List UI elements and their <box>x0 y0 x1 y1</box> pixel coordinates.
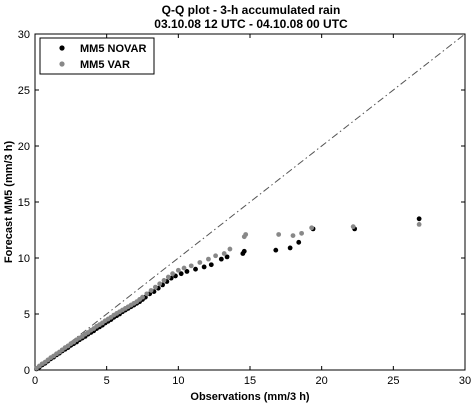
x-axis-label: Observations (mm/3 h) <box>190 391 310 403</box>
var-point <box>221 251 227 256</box>
legend-marker-var <box>59 61 65 67</box>
var-point <box>206 256 211 262</box>
novar-point <box>416 216 422 222</box>
y-axis-label: Forecast MM5 (mm/3 h) <box>3 141 15 264</box>
y-tick-label: 0 <box>24 365 30 377</box>
series-var-points <box>34 222 422 371</box>
legend: MM5 NOVAR MM5 VAR <box>39 37 155 75</box>
x-tick-label: 30 <box>459 375 471 387</box>
x-tick-label: 0 <box>32 375 38 387</box>
y-tick-label: 20 <box>18 141 30 153</box>
legend-label-var: MM5 VAR <box>80 59 130 71</box>
var-point <box>309 225 315 231</box>
legend-marker-novar <box>59 45 65 51</box>
var-point <box>148 288 154 293</box>
novar-point <box>287 245 293 251</box>
x-tick-label: 10 <box>172 375 184 387</box>
var-point <box>175 267 181 273</box>
var-point <box>213 253 219 259</box>
chart-title: Q-Q plot - 3-h accumulated rain <box>162 3 341 17</box>
x-tick-label: 20 <box>316 375 328 387</box>
x-tick-label: 5 <box>104 375 110 387</box>
novar-point <box>178 271 184 277</box>
x-axis-ticks: 0 5 10 15 20 25 30 <box>32 34 471 387</box>
var-point <box>227 246 233 252</box>
var-point <box>170 271 176 277</box>
y-tick-label: 30 <box>18 29 30 41</box>
reference-line <box>34 33 466 371</box>
var-point <box>197 260 203 265</box>
y-tick-label: 15 <box>18 197 30 209</box>
var-point <box>299 230 304 236</box>
novar-point <box>201 264 207 270</box>
x-tick-label: 15 <box>244 375 256 387</box>
var-point <box>243 232 249 237</box>
var-point <box>290 233 296 239</box>
novar-point <box>224 254 230 260</box>
var-point <box>276 232 282 237</box>
y-tick-label: 5 <box>24 309 30 321</box>
var-point <box>165 274 171 280</box>
reference-line-group <box>34 33 466 371</box>
var-point <box>157 281 163 287</box>
novar-point <box>184 269 190 274</box>
novar-point <box>193 266 198 272</box>
novar-point <box>208 262 214 268</box>
y-tick-label: 25 <box>18 85 30 97</box>
novar-point <box>218 256 224 262</box>
var-point <box>153 284 158 290</box>
y-axis-ticks: 0 5 10 15 20 25 30 <box>18 29 465 377</box>
var-point <box>416 222 422 227</box>
y-tick-label: 10 <box>18 253 30 265</box>
novar-point <box>273 247 279 253</box>
legend-label-novar: MM5 NOVAR <box>80 43 146 55</box>
novar-point <box>241 248 247 254</box>
var-point <box>188 263 194 269</box>
var-point <box>350 224 356 230</box>
var-point <box>144 291 150 297</box>
var-point <box>161 278 167 283</box>
x-tick-label: 25 <box>387 375 399 387</box>
novar-point <box>296 239 302 245</box>
legend-box <box>39 37 155 75</box>
var-point <box>140 294 145 300</box>
chart-subtitle: 03.10.08 12 UTC - 04.10.08 00 UTC <box>154 17 348 31</box>
var-point <box>181 265 187 271</box>
